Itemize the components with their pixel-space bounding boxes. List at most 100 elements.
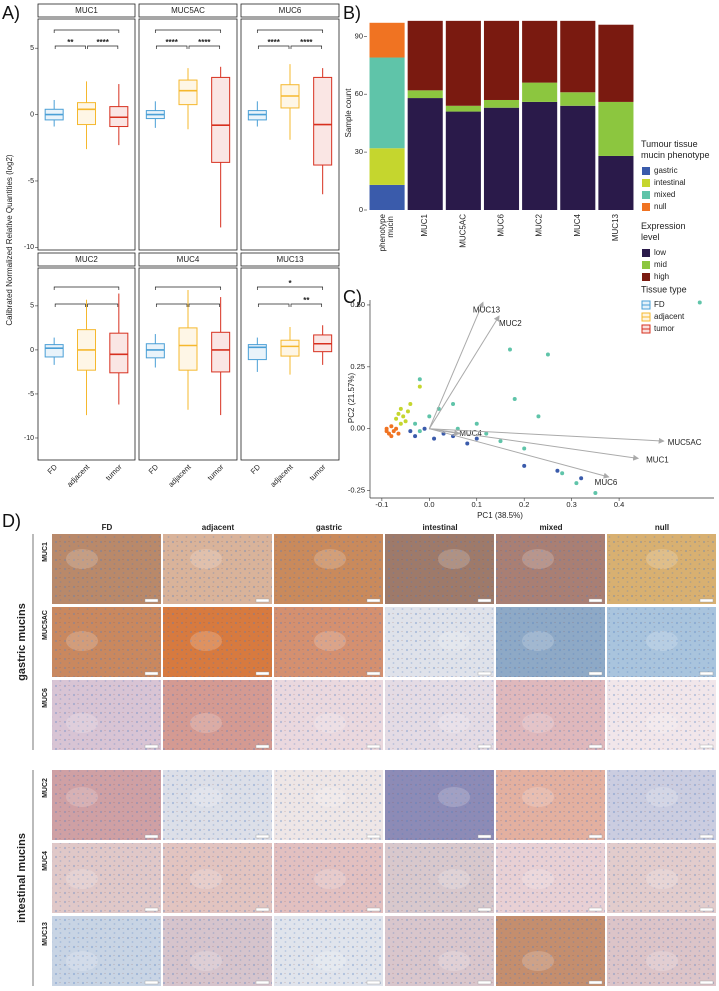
box — [109, 332, 129, 374]
legend-swatch — [642, 203, 650, 211]
legend-label: adjacent — [654, 312, 685, 321]
significance-label: **** — [300, 38, 313, 47]
legend-label: FD — [654, 300, 665, 309]
micrograph-texture — [163, 607, 272, 677]
significance-bracket — [257, 45, 290, 49]
scale-bar — [699, 907, 714, 912]
bar-segment — [560, 105, 596, 210]
group-label: gastric mucins — [16, 603, 28, 681]
box — [313, 76, 333, 166]
legend-label: intestinal — [654, 178, 686, 187]
micrograph-texture — [163, 843, 272, 913]
micrograph-structure — [66, 951, 98, 971]
micrograph-texture — [274, 770, 383, 840]
bar-segment — [407, 20, 443, 91]
y-tick-label: 5 — [30, 45, 34, 52]
panel-frame — [240, 18, 340, 251]
scale-bar — [588, 671, 603, 676]
micrograph-structure — [314, 787, 346, 807]
y-tick-label: 30 — [355, 147, 363, 156]
x-tick-label: MUC2 — [535, 213, 544, 236]
micrograph-structure — [190, 951, 222, 971]
micrograph-texture — [274, 680, 383, 750]
box — [178, 327, 198, 371]
scale-bar — [588, 834, 603, 839]
x-tick-label: MUC6 — [497, 213, 506, 236]
micrograph-texture — [52, 680, 161, 750]
significance-label: **** — [96, 38, 109, 47]
point — [413, 434, 418, 439]
scale-bar — [477, 980, 492, 985]
y-tick-label: -5 — [28, 391, 34, 398]
point — [579, 476, 584, 481]
bar-segment — [522, 82, 558, 102]
micrograph-texture — [274, 534, 383, 604]
y-axis-label: PC2 (21.57%) — [347, 373, 356, 424]
point — [432, 436, 437, 441]
legend-swatch — [642, 167, 650, 175]
point — [403, 419, 408, 424]
micrograph-structure — [522, 869, 554, 889]
point — [398, 406, 403, 411]
micrograph-texture — [496, 680, 605, 750]
box — [44, 344, 64, 358]
bar-segment — [560, 92, 596, 106]
y-tick-label: 60 — [355, 89, 363, 98]
significance-bracket — [188, 45, 221, 49]
micrograph-structure — [522, 951, 554, 971]
significance-bracket — [155, 45, 188, 49]
micrograph-structure — [646, 631, 678, 651]
micrograph-structure — [190, 549, 222, 569]
facet-strip — [37, 3, 136, 18]
y-tick-label: -10 — [24, 435, 34, 442]
micrograph-texture — [496, 916, 605, 986]
x-tick-label: MUC13 — [611, 213, 620, 241]
legend-swatch — [642, 191, 650, 199]
significance-bracket — [53, 29, 120, 33]
micrograph-texture — [607, 843, 716, 913]
bar-segment — [560, 20, 596, 93]
micrograph-texture — [52, 534, 161, 604]
x-tick-label: 0.4 — [614, 500, 624, 509]
bar-segment — [445, 111, 481, 210]
micrograph-texture — [163, 916, 272, 986]
point — [512, 397, 517, 401]
y-axis-label: Calibrated Normalized Relative Quantitie… — [5, 154, 14, 326]
column-header: mixed — [539, 523, 562, 532]
scale-bar — [255, 907, 270, 912]
micrograph-texture — [496, 607, 605, 677]
x-tick-label: 0.3 — [566, 500, 576, 509]
panel-frame — [37, 267, 136, 461]
legend-label: gastric — [654, 166, 678, 175]
loading-label: MUC13 — [473, 306, 501, 315]
micrograph-texture — [52, 843, 161, 913]
row-label: MUC1 — [42, 542, 49, 562]
y-tick-label: 5 — [30, 303, 34, 310]
significance-label: **** — [267, 38, 280, 47]
significance-bracket — [53, 286, 120, 290]
micrograph-structure — [314, 549, 346, 569]
scale-bar — [366, 671, 381, 676]
scale-bar — [588, 598, 603, 603]
x-tick-label: tumor — [104, 462, 124, 482]
loading-arrow — [429, 428, 640, 461]
scale-bar — [366, 744, 381, 749]
bar-segment — [369, 148, 405, 185]
micrograph-texture — [274, 607, 383, 677]
facet-strip — [138, 252, 238, 267]
micrograph-structure — [438, 549, 470, 569]
point — [574, 481, 579, 486]
micrograph-texture — [496, 843, 605, 913]
panel-label: A) — [2, 3, 20, 23]
significance-label: **** — [198, 38, 211, 47]
x-tick-label: 0.1 — [472, 500, 482, 509]
scale-bar — [699, 744, 714, 749]
legend-label: tumor — [654, 324, 675, 333]
micrograph-texture — [607, 680, 716, 750]
column-header: intestinal — [422, 523, 457, 532]
y-tick-label: -0.25 — [348, 486, 365, 495]
column-header: null — [655, 523, 669, 532]
scale-bar — [366, 980, 381, 985]
scale-bar — [144, 980, 159, 985]
point — [545, 352, 550, 357]
